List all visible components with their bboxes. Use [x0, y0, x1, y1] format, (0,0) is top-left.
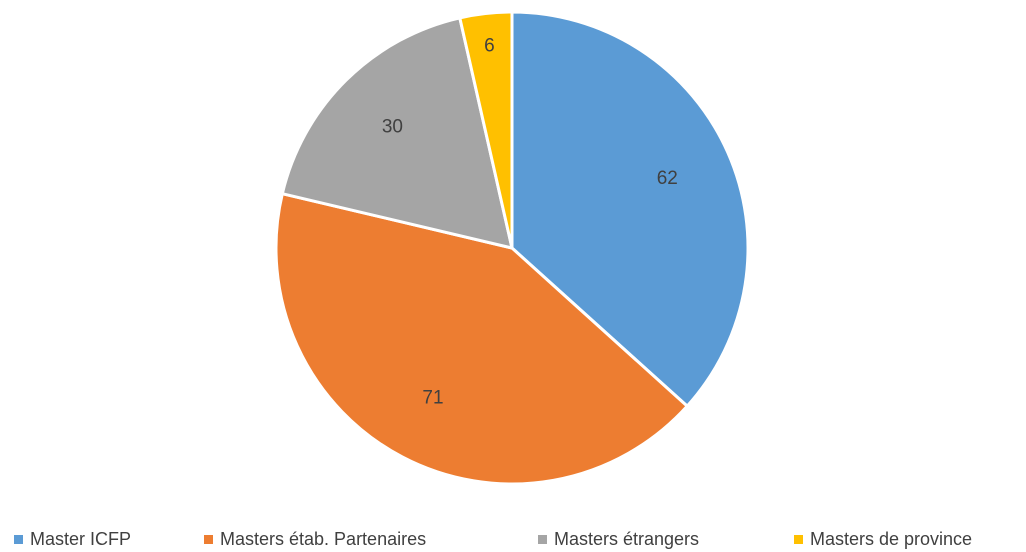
- data-label-masters-de-province: 6: [484, 35, 495, 56]
- legend-label-master-icfp: Master ICFP: [30, 529, 132, 549]
- legend-label-masters-etrangers: Masters étrangers: [554, 529, 700, 549]
- pie-chart-svg: 62 71 30 6: [274, 10, 750, 486]
- pie-slice-masters-de-province: [458, 10, 514, 250]
- legend-label-masters-etab-partenaires: Masters étab. Partenaires: [220, 529, 427, 549]
- legend-item-masters-etab-partenaires: Masters étab. Partenaires: [204, 528, 426, 550]
- pie-slice-master-icfp: [510, 10, 750, 408]
- data-label-masters-etab-partenaires: 71: [422, 388, 443, 409]
- pie-slice-masters-etrangers: [280, 16, 514, 250]
- legend-item-masters-de-province: Masters de province: [794, 528, 972, 550]
- data-label-master-icfp: 62: [657, 168, 678, 189]
- legend-swatch-master-icfp: [14, 534, 23, 544]
- legend-item-masters-etrangers: Masters étrangers: [538, 528, 699, 550]
- legend-item-master-icfp: Master ICFP: [14, 528, 131, 550]
- legend-swatch-masters-de-province: [794, 534, 803, 544]
- legend-label-masters-de-province: Masters de province: [810, 529, 973, 549]
- data-label-masters-etrangers: 30: [382, 116, 403, 137]
- legend-swatch-masters-etab-partenaires: [204, 534, 213, 544]
- pie-slice-masters-etab-partenaires: [274, 192, 689, 486]
- legend: Master ICFP Masters étab. Partenaires Ma…: [0, 528, 1026, 552]
- legend-swatch-masters-etrangers: [538, 534, 547, 544]
